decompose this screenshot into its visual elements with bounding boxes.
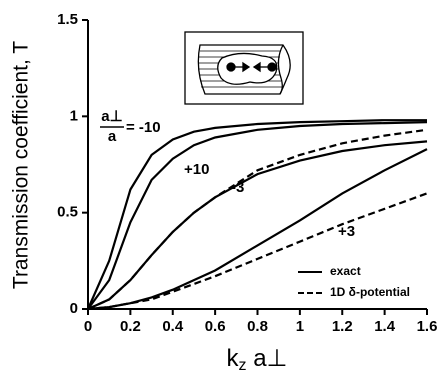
series-line — [87, 121, 428, 310]
series-line — [86, 119, 427, 310]
x-tick-label: 1.2 — [332, 318, 353, 335]
y-tick-label: 0 — [70, 300, 78, 317]
curve-label: +10 — [184, 161, 209, 178]
y-tick-label: 0.5 — [57, 204, 78, 221]
x-axis-label-part: a⊥ — [247, 345, 288, 372]
x-tick-label: 0.2 — [120, 318, 141, 335]
y-tick-label: 1.5 — [57, 11, 78, 28]
x-tick-label: 0.4 — [162, 318, 184, 335]
curve-label: +3 — [338, 223, 355, 240]
x-axis-label-part: k — [227, 345, 240, 372]
legend-label: exact — [330, 264, 361, 278]
series-line — [87, 140, 428, 311]
x-tick-label: 0.8 — [247, 318, 268, 335]
x-tick-label: 0 — [84, 318, 92, 335]
curve-label: a⊥ — [101, 108, 122, 125]
curve-label: a — [108, 128, 117, 145]
x-tick-label: 1 — [296, 318, 304, 335]
y-tick-label: 1 — [70, 107, 78, 124]
series-line — [87, 128, 428, 311]
inset-diagram — [184, 31, 304, 105]
legend-label: 1D δ-potential — [330, 285, 410, 299]
y-axis-label: Transmission coefficient, T — [10, 41, 33, 289]
curve-label: -3 — [231, 179, 244, 196]
x-tick-label: 0.6 — [205, 318, 226, 335]
curve-label: = -10 — [126, 119, 161, 136]
x-tick-label: 1.6 — [417, 318, 438, 335]
series-line — [87, 192, 428, 311]
x-axis-label-part: z — [239, 357, 247, 374]
x-tick-label: 1.4 — [374, 318, 396, 335]
x-axis-label: kz a⊥ — [227, 345, 288, 374]
